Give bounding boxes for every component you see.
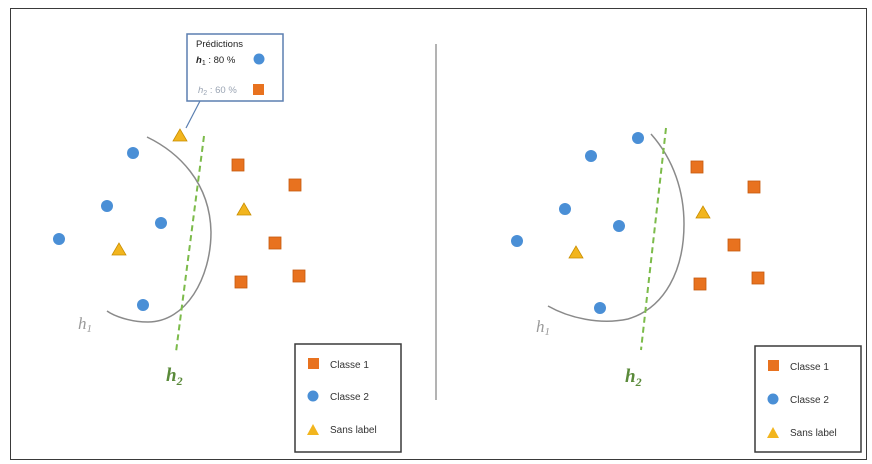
legend-sans-label-label: Sans label (790, 428, 837, 439)
classe1-point (751, 271, 765, 285)
h2-boundary-line (640, 127, 667, 351)
left-panel: Prédictions h1 : 80 % h2 : 60 % (53, 33, 402, 453)
classe1-point (292, 269, 306, 283)
legend-classe2-label: Classe 2 (330, 392, 369, 403)
classe2-point (594, 302, 606, 314)
classe2-point (137, 299, 149, 311)
classe2-point (632, 132, 644, 144)
classe2-point (559, 203, 571, 215)
h2-boundary-line (175, 135, 205, 353)
legend-classe2-circle (307, 390, 319, 402)
legend-classe1-square (768, 360, 779, 371)
classe1-point (231, 158, 245, 172)
legend-right: Classe 1 Classe 2 Sans label (754, 345, 862, 453)
classe1-point (268, 236, 282, 250)
prediction-row-h2: h2 : 60 % (198, 85, 237, 97)
h1-label: h1 (78, 314, 92, 335)
legend-classe2-label: Classe 2 (790, 395, 829, 406)
h1-label: h1 (536, 317, 550, 338)
classe1-point (747, 180, 761, 194)
classe1-point (727, 238, 741, 252)
classe2-point (101, 200, 113, 212)
prediction-h2-square-marker (253, 84, 264, 95)
classe1-point (234, 275, 248, 289)
prediction-h1-circle-marker (253, 53, 265, 65)
h2-label: h2 (625, 366, 642, 389)
legend-sans-label-triangle (307, 424, 319, 435)
legend-classe2-circle (767, 393, 779, 405)
sans-label-point (568, 245, 584, 259)
legend-classe1-square (308, 358, 319, 369)
h2-label: h2 (166, 365, 183, 388)
legend-sans-label-triangle (767, 427, 779, 438)
classe2-point (53, 233, 65, 245)
h1-boundary-curve (547, 133, 685, 322)
classe2-point (511, 235, 523, 247)
classe2-point (155, 217, 167, 229)
predictions-title: Prédictions (196, 39, 243, 50)
legend-sans-label-label: Sans label (330, 425, 377, 436)
legend-left: Classe 1 Classe 2 Sans label (294, 343, 402, 453)
sans-label-point (172, 128, 188, 142)
classe1-point (693, 277, 707, 291)
classe2-point (127, 147, 139, 159)
legend-classe1-label: Classe 1 (790, 362, 829, 373)
right-panel: h1 h2 Classe 1 Classe 2 Sans label (511, 127, 862, 453)
sans-label-point (236, 202, 252, 216)
figure-frame (10, 8, 867, 460)
classe1-point (288, 178, 302, 192)
predictions-box: Prédictions h1 : 80 % h2 : 60 % (185, 33, 284, 129)
sans-label-point (111, 242, 127, 256)
classe2-point (613, 220, 625, 232)
h1-boundary-curve (106, 136, 212, 323)
prediction-row-h1: h1 : 80 % (196, 55, 236, 67)
classe1-point (690, 160, 704, 174)
legend-classe1-label: Classe 1 (330, 360, 369, 371)
sans-label-point (695, 205, 711, 219)
classe2-point (585, 150, 597, 162)
